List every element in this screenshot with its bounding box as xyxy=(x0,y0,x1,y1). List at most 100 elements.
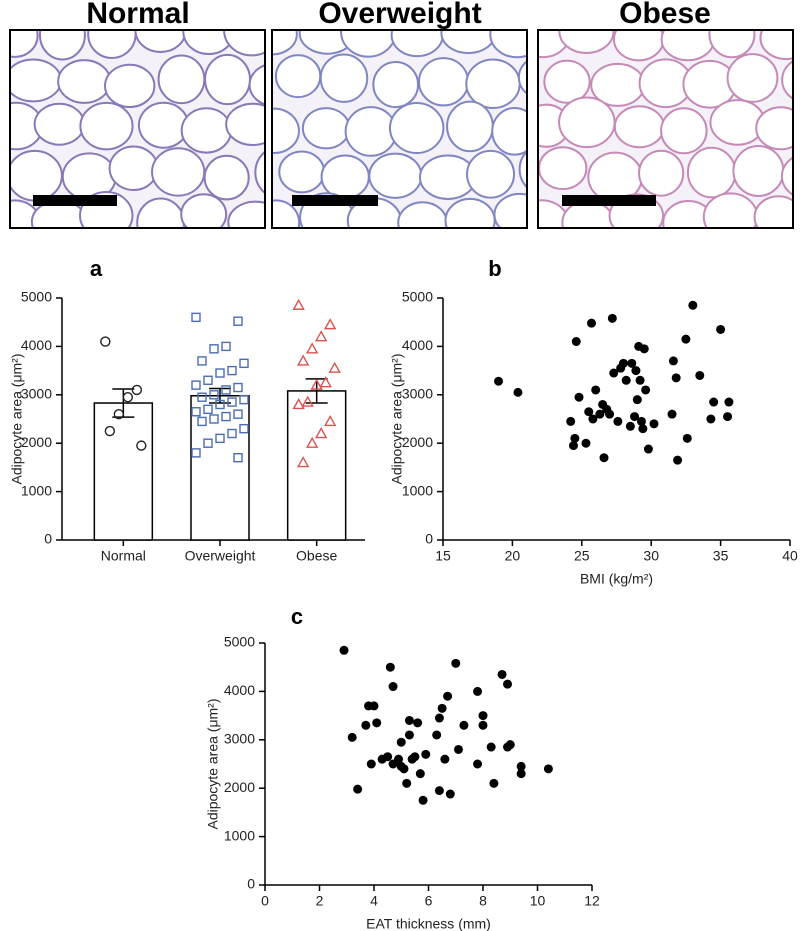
x-tick-label: 8 xyxy=(479,893,487,909)
x-tick-label: Normal xyxy=(101,548,146,564)
cell xyxy=(466,149,516,199)
data-point xyxy=(209,390,219,400)
data-point xyxy=(402,778,412,788)
cell xyxy=(558,30,615,54)
cell xyxy=(558,96,616,149)
x-tick-label: Overweight xyxy=(185,548,256,564)
data-point xyxy=(399,764,409,774)
data-point xyxy=(319,376,332,388)
y-tick-label: 0 xyxy=(425,531,433,547)
cell xyxy=(227,200,265,228)
cell xyxy=(753,195,793,228)
cell xyxy=(397,201,448,228)
data-point xyxy=(366,759,376,769)
data-point xyxy=(516,769,526,779)
data-point xyxy=(543,764,553,774)
cell xyxy=(372,61,420,109)
x-axis-label: BMI (kg/m²) xyxy=(580,571,653,587)
data-point xyxy=(632,395,642,405)
cell xyxy=(104,63,156,109)
data-point xyxy=(191,312,201,323)
y-tick-label: 3000 xyxy=(402,386,433,402)
cell xyxy=(33,102,86,146)
data-point xyxy=(459,720,469,730)
cell xyxy=(759,30,793,61)
cell xyxy=(561,199,615,228)
cell xyxy=(57,59,112,104)
data-point xyxy=(292,398,305,410)
cell xyxy=(319,53,369,103)
data-point xyxy=(513,387,523,397)
cell xyxy=(417,57,470,107)
cell xyxy=(491,106,527,156)
cell xyxy=(10,149,63,202)
y-tick-label: 0 xyxy=(247,876,255,892)
cell xyxy=(30,199,88,228)
data-point xyxy=(581,438,591,448)
data-point xyxy=(310,378,323,390)
cell xyxy=(248,64,265,106)
data-point xyxy=(621,375,631,385)
data-point xyxy=(233,409,243,419)
data-point xyxy=(221,411,231,422)
y-tick-label: 0 xyxy=(44,531,52,547)
y-tick-label: 4000 xyxy=(224,682,255,698)
y-tick-label: 3000 xyxy=(21,386,52,402)
y-axis-label: Adipocyte area (μm²) xyxy=(9,354,25,485)
cell xyxy=(204,53,251,106)
cell xyxy=(180,107,233,154)
y-axis-label: Adipocyte area (μm²) xyxy=(389,354,405,485)
data-point xyxy=(305,436,319,448)
data-point xyxy=(478,720,488,730)
cell xyxy=(254,150,265,195)
cell xyxy=(660,107,708,155)
data-point xyxy=(706,414,716,424)
data-point xyxy=(618,358,628,368)
data-point xyxy=(605,409,615,419)
data-point xyxy=(323,318,337,330)
data-point xyxy=(503,679,513,689)
cell xyxy=(278,150,326,194)
data-point xyxy=(688,300,698,310)
data-point xyxy=(209,414,219,424)
y-tick-label: 1000 xyxy=(224,827,255,843)
y-tick-label: 2000 xyxy=(21,434,52,450)
data-point xyxy=(296,456,310,468)
data-point xyxy=(494,376,504,386)
data-point xyxy=(209,344,219,354)
cell xyxy=(732,145,785,197)
y-tick-label: 5000 xyxy=(402,289,433,305)
data-point xyxy=(591,385,601,395)
data-point xyxy=(113,408,125,420)
data-point xyxy=(639,344,649,354)
data-point xyxy=(339,645,349,655)
data-point xyxy=(131,384,143,396)
data-point xyxy=(486,742,496,752)
data-point xyxy=(584,407,594,417)
data-point xyxy=(638,424,648,434)
data-point xyxy=(451,658,461,668)
data-point xyxy=(100,336,111,347)
cell xyxy=(272,107,300,155)
data-point xyxy=(301,395,314,407)
y-tick-label: 2000 xyxy=(402,434,433,450)
cell xyxy=(686,146,737,199)
image-border xyxy=(271,29,528,229)
chart-title: c xyxy=(291,604,303,629)
data-point xyxy=(641,385,651,395)
data-point xyxy=(233,453,243,463)
data-point xyxy=(347,732,357,742)
cell xyxy=(157,54,206,105)
data-point xyxy=(221,385,231,395)
cell xyxy=(613,105,665,149)
data-point xyxy=(681,334,691,344)
data-point xyxy=(478,711,488,721)
data-point xyxy=(418,795,428,805)
data-point xyxy=(649,419,659,429)
cell xyxy=(274,54,322,99)
scale-bar xyxy=(292,195,378,206)
data-point xyxy=(323,414,337,427)
data-point xyxy=(104,425,116,437)
y-tick-label: 2000 xyxy=(224,779,255,795)
data-point xyxy=(571,337,581,347)
